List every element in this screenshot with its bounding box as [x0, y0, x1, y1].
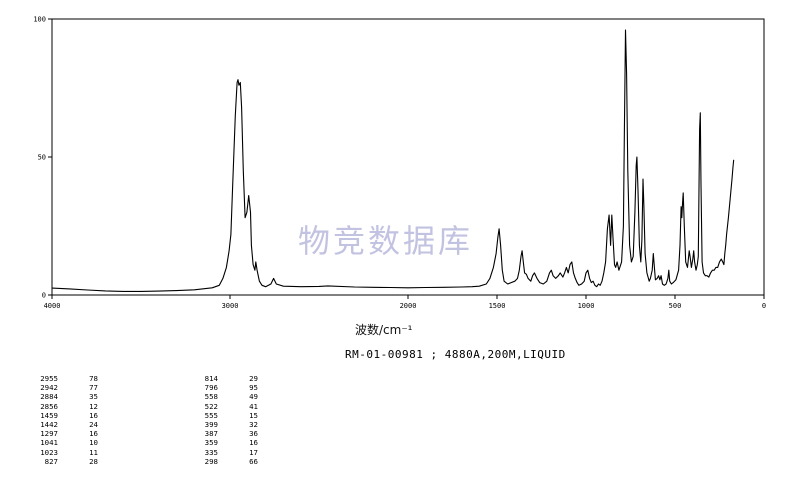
x-tick-label: 4000 — [44, 302, 61, 310]
peak-intensity: 17 — [249, 447, 258, 457]
peak-intensity: 66 — [249, 456, 258, 466]
peak-row: 2955 78 — [36, 374, 98, 383]
peak-intensity: 12 — [89, 401, 98, 411]
peak-intensity: 16 — [249, 438, 258, 448]
peak-intensity: 78 — [89, 374, 98, 383]
chart-ticks: 4000 3000 2000 1500 1000 500 0 0 50 100 — [33, 16, 766, 311]
peak-wavenumber: 399 — [204, 420, 218, 430]
watermark-text: 物竞数据库 — [298, 222, 473, 260]
peak-intensity: 28 — [89, 456, 98, 466]
peak-row: 1442 24 — [36, 420, 98, 429]
peak-row: 1459 16 — [36, 411, 98, 420]
peak-wavenumber: 359 — [204, 438, 218, 448]
x-tick-label: 1500 — [489, 302, 506, 310]
x-tick-label: 3000 — [222, 302, 239, 310]
peak-row: 2856 12 — [36, 402, 98, 411]
chart-series — [51, 29, 735, 292]
peak-intensity: 41 — [249, 401, 258, 411]
spectrum-caption: RM-01-00981 ; 4880A,200M,LIQUID — [345, 348, 566, 361]
x-tick-label: 2000 — [400, 302, 417, 310]
peak-wavenumber: 1442 — [40, 420, 58, 430]
peak-row: 359 16 — [196, 438, 258, 447]
peak-wavenumber: 2884 — [40, 392, 58, 402]
peak-intensity: 29 — [249, 374, 258, 383]
peak-wavenumber: 1023 — [40, 447, 58, 457]
peak-intensity: 16 — [89, 410, 98, 420]
peak-intensity: 15 — [249, 410, 258, 420]
peak-wavenumber: 2856 — [40, 401, 58, 411]
peak-row: 522 41 — [196, 402, 258, 411]
peak-wavenumber: 2942 — [40, 383, 58, 393]
peak-wavenumber: 335 — [204, 447, 218, 457]
peak-intensity: 36 — [249, 429, 258, 439]
x-tick-label: 500 — [669, 302, 682, 310]
peak-intensity: 77 — [89, 383, 98, 393]
peak-wavenumber: 1459 — [40, 410, 58, 420]
peak-row: 1041 10 — [36, 438, 98, 447]
peak-intensity: 11 — [89, 447, 98, 457]
spectrum-line — [51, 29, 735, 292]
peak-intensity: 32 — [249, 420, 258, 430]
peak-wavenumber: 387 — [204, 429, 218, 439]
peak-wavenumber: 1041 — [40, 438, 58, 448]
ir-spectrum-chart: 4000 3000 2000 1500 1000 500 0 0 50 100 物竞数据库 — [33, 16, 766, 311]
peak-intensity: 10 — [89, 438, 98, 448]
peak-row: 796 95 — [196, 383, 258, 392]
peak-intensity: 95 — [249, 383, 258, 393]
peak-intensity: 49 — [249, 392, 258, 402]
peak-intensity: 35 — [89, 392, 98, 402]
peak-wavenumber: 298 — [204, 456, 218, 466]
peak-wavenumber: 1297 — [40, 429, 58, 439]
peak-wavenumber: 827 — [44, 456, 58, 466]
peak-row: 1297 16 — [36, 429, 98, 438]
x-tick-label: 0 — [762, 302, 766, 310]
peak-row: 387 36 — [196, 429, 258, 438]
peak-row: 555 15 — [196, 411, 258, 420]
peak-row: 298 66 — [196, 457, 258, 466]
peak-table-left: 2955 78 2942 77 2884 35 2856 12 1459 16 1442 24 1297… — [36, 374, 98, 466]
peak-wavenumber: 814 — [204, 374, 218, 383]
peak-wavenumber: 522 — [204, 401, 218, 411]
peak-wavenumber: 796 — [204, 383, 218, 393]
peak-row: 558 49 — [196, 392, 258, 401]
y-tick-label: 0 — [42, 292, 46, 300]
x-axis-label: 波数/cm⁻¹ — [355, 323, 413, 337]
y-tick-label: 100 — [33, 16, 46, 24]
peak-intensity: 16 — [89, 429, 98, 439]
peak-row: 814 29 — [196, 374, 258, 383]
peak-row: 2884 35 — [36, 392, 98, 401]
peak-row: 1023 11 — [36, 448, 98, 457]
peak-row: 399 32 — [196, 420, 258, 429]
peak-wavenumber: 2955 — [40, 374, 58, 383]
x-tick-label: 1000 — [578, 302, 595, 310]
peak-wavenumber: 558 — [204, 392, 218, 402]
peak-row: 827 28 — [36, 457, 98, 466]
y-tick-label: 50 — [38, 154, 46, 162]
peak-wavenumber: 555 — [204, 410, 218, 420]
peak-row: 2942 77 — [36, 383, 98, 392]
peak-row: 335 17 — [196, 448, 258, 457]
peak-table-right: 814 29 796 95 558 49 522 41 555 15 399 32 387 36 359 16… — [196, 374, 258, 466]
peak-intensity: 24 — [89, 420, 98, 430]
